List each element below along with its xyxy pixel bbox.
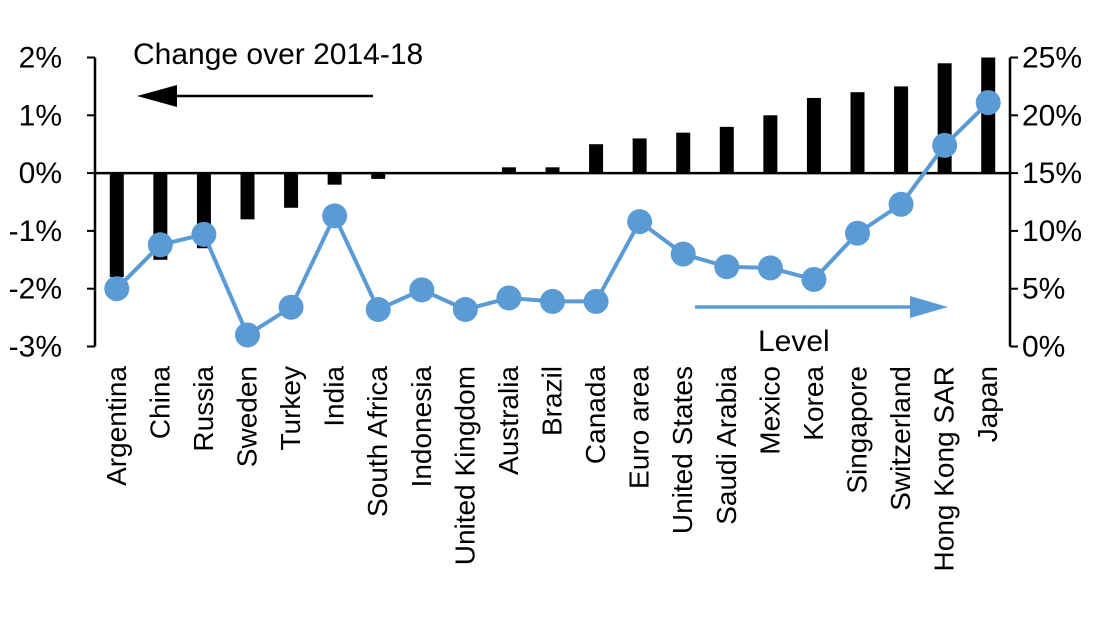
category-label-United Kingdom: United Kingdom (449, 366, 480, 565)
line-series-label: Level (758, 325, 830, 358)
level-point-South Africa (365, 297, 391, 323)
category-label-Korea: Korea (798, 366, 829, 441)
level-point-Argentina (104, 276, 130, 302)
level-point-Euro area (627, 209, 653, 235)
category-label-Canada: Canada (580, 366, 611, 465)
right-axis-tick-label: 20% (1022, 99, 1082, 132)
left-axis-tick-label: -2% (9, 273, 62, 306)
category-label-Singapore: Singapore (842, 366, 873, 494)
right-axis-tick-label: 25% (1022, 42, 1082, 75)
level-point-Hong Kong SAR (932, 132, 958, 158)
level-point-United States (670, 241, 696, 267)
left-axis-tick-label: 1% (19, 99, 62, 132)
bar-Mexico (763, 115, 778, 174)
level-point-United Kingdom (452, 297, 478, 323)
right-axis-tick-label: 5% (1022, 273, 1065, 306)
bar-Japan (981, 57, 996, 174)
level-point-Saudi Arabia (714, 254, 740, 280)
bar-Brazil (545, 167, 560, 174)
category-label-Mexico: Mexico (754, 366, 785, 455)
level-point-Turkey (278, 294, 304, 320)
level-point-Indonesia (409, 277, 435, 303)
bar-United States (676, 132, 691, 174)
level-point-Singapore (845, 220, 870, 246)
bar-series-label: Change over 2014-18 (133, 38, 423, 71)
level-point-Australia (496, 285, 522, 311)
category-label-Saudi Arabia: Saudi Arabia (711, 366, 742, 525)
level-point-India (322, 203, 348, 229)
left-axis-tick-label: 0% (19, 157, 62, 190)
right-axis-tick-label: 10% (1022, 215, 1082, 248)
level-point-Canada (583, 288, 609, 314)
category-label-Sweden: Sweden (232, 366, 263, 467)
bar-Argentina (109, 173, 124, 278)
bar-Korea (806, 97, 821, 174)
line-series-arrow-head (910, 296, 948, 318)
level-point-Brazil (540, 288, 565, 314)
bar-Canada (589, 144, 604, 174)
level-point-Russia (191, 221, 217, 247)
category-label-Indonesia: Indonesia (406, 366, 437, 488)
category-label-Japan: Japan (972, 366, 1003, 442)
category-label-Euro area: Euro area (624, 366, 655, 489)
level-point-Switzerland (888, 191, 914, 217)
category-label-Hong Kong SAR: Hong Kong SAR (929, 366, 960, 571)
left-axis-tick-label: 2% (19, 42, 62, 75)
level-point-Korea (801, 266, 827, 292)
category-label-Russia: Russia (188, 366, 219, 452)
bar-South Africa (371, 173, 386, 179)
category-label-Switzerland: Switzerland (885, 366, 916, 511)
bar-Australia (501, 167, 516, 174)
bar-Saudi Arabia (719, 126, 734, 174)
category-label-Brazil: Brazil (537, 366, 568, 436)
category-label-South Africa: South Africa (362, 366, 393, 517)
category-label-India: India (319, 366, 350, 427)
right-axis-tick-label: 0% (1022, 331, 1065, 364)
left-axis-tick-label: -1% (9, 215, 62, 248)
level-point-Mexico (757, 255, 783, 281)
bar-series-arrow-head (137, 85, 177, 107)
category-label-China: China (144, 366, 175, 440)
category-label-United States: United States (667, 366, 698, 534)
level-point-Japan (975, 90, 1001, 116)
bar-Switzerland (894, 86, 909, 174)
bar-Singapore (850, 92, 865, 174)
bar-Sweden (240, 173, 255, 220)
category-label-Australia: Australia (493, 366, 524, 475)
left-axis-tick-label: -3% (9, 331, 62, 364)
bar-Euro area (632, 138, 647, 174)
level-point-Sweden (235, 322, 260, 348)
level-point-China (147, 232, 173, 258)
category-label-Turkey: Turkey (275, 366, 306, 451)
bar-Turkey (284, 173, 299, 208)
bar-India (327, 173, 342, 185)
right-axis-tick-label: 15% (1022, 157, 1082, 190)
category-label-Argentina: Argentina (101, 366, 132, 486)
